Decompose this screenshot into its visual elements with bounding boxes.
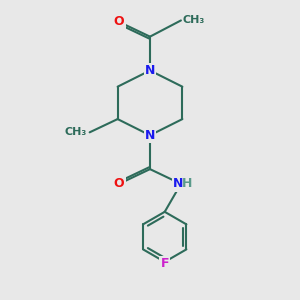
Text: CH₃: CH₃ <box>182 15 205 26</box>
Text: O: O <box>114 15 124 28</box>
Text: N: N <box>145 64 155 77</box>
Text: N: N <box>145 129 155 142</box>
Text: CH₃: CH₃ <box>64 127 87 137</box>
Text: F: F <box>160 257 169 270</box>
Text: H: H <box>182 177 193 190</box>
Text: O: O <box>114 177 124 190</box>
Text: N: N <box>173 177 183 190</box>
